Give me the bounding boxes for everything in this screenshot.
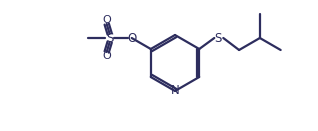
Text: N: N (171, 84, 179, 97)
Text: O: O (102, 15, 111, 25)
Text: S: S (106, 31, 114, 45)
Text: S: S (215, 31, 222, 45)
Text: O: O (102, 51, 111, 61)
Text: O: O (127, 31, 136, 45)
